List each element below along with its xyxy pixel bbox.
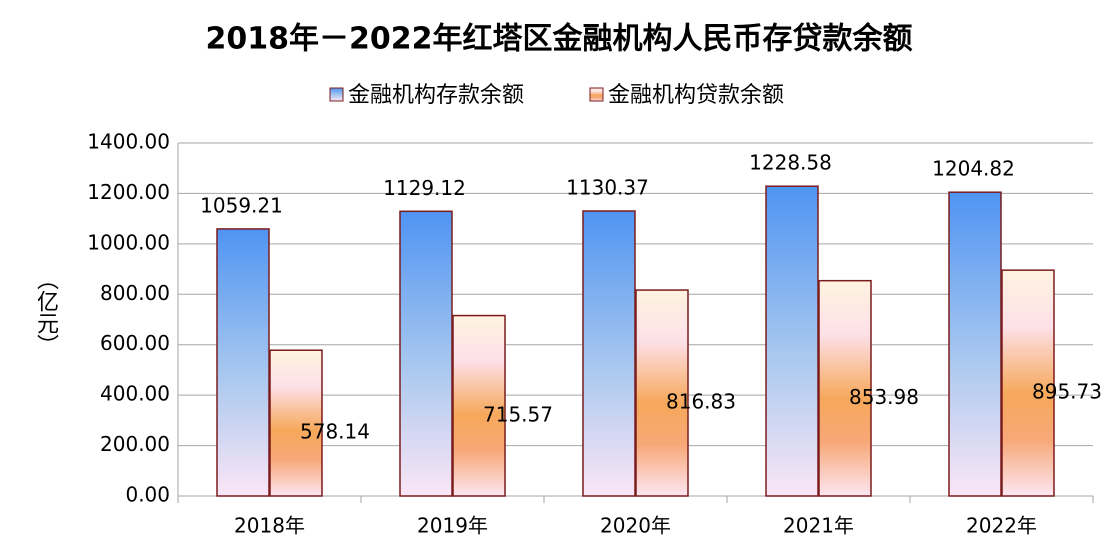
x-tick-label: 2021年 (783, 514, 854, 538)
bar (635, 289, 689, 497)
y-tick-label: 1200.00 (87, 180, 170, 204)
x-tick-label: 2020年 (600, 514, 671, 538)
value-label: 853.98 (849, 385, 919, 409)
y-tick-label: 200.00 (100, 432, 170, 456)
bar (818, 279, 872, 497)
legend-label: 金融机构存款余额 (348, 83, 524, 108)
bar (452, 314, 506, 497)
value-label: 1129.12 (383, 176, 466, 200)
value-label: 1228.58 (749, 151, 832, 175)
value-label: 1204.82 (932, 157, 1015, 181)
bar (269, 349, 323, 497)
value-label: 715.57 (483, 402, 553, 426)
y-tick-label: 400.00 (100, 382, 170, 406)
legend-swatch (589, 87, 604, 102)
value-label: 816.83 (666, 390, 736, 414)
y-tick-label: 800.00 (100, 281, 170, 305)
value-label: 578.14 (300, 420, 370, 444)
legend-label: 金融机构贷款余额 (608, 83, 784, 108)
y-tick-label: 1000.00 (87, 230, 170, 254)
x-tick-label: 2022年 (966, 514, 1037, 538)
y-tick-label: 0.00 (125, 483, 170, 507)
value-label: 1059.21 (200, 193, 283, 217)
bar (765, 185, 819, 497)
chart-title: 2018年－2022年红塔区金融机构人民币存贷款余额 (206, 22, 913, 57)
y-tick-label: 1400.00 (87, 130, 170, 154)
y-axis-title: （亿元） (33, 268, 59, 356)
bar (582, 210, 636, 497)
value-label: 895.73 (1032, 380, 1102, 404)
y-tick-label: 600.00 (100, 331, 170, 355)
x-tick-label: 2019年 (417, 514, 488, 538)
legend-swatch (329, 87, 344, 102)
bar (948, 191, 1002, 497)
bar (1001, 269, 1055, 497)
bar (216, 228, 270, 497)
value-label: 1130.37 (566, 175, 649, 199)
x-tick-label: 2018年 (234, 514, 305, 538)
bar (399, 210, 453, 497)
